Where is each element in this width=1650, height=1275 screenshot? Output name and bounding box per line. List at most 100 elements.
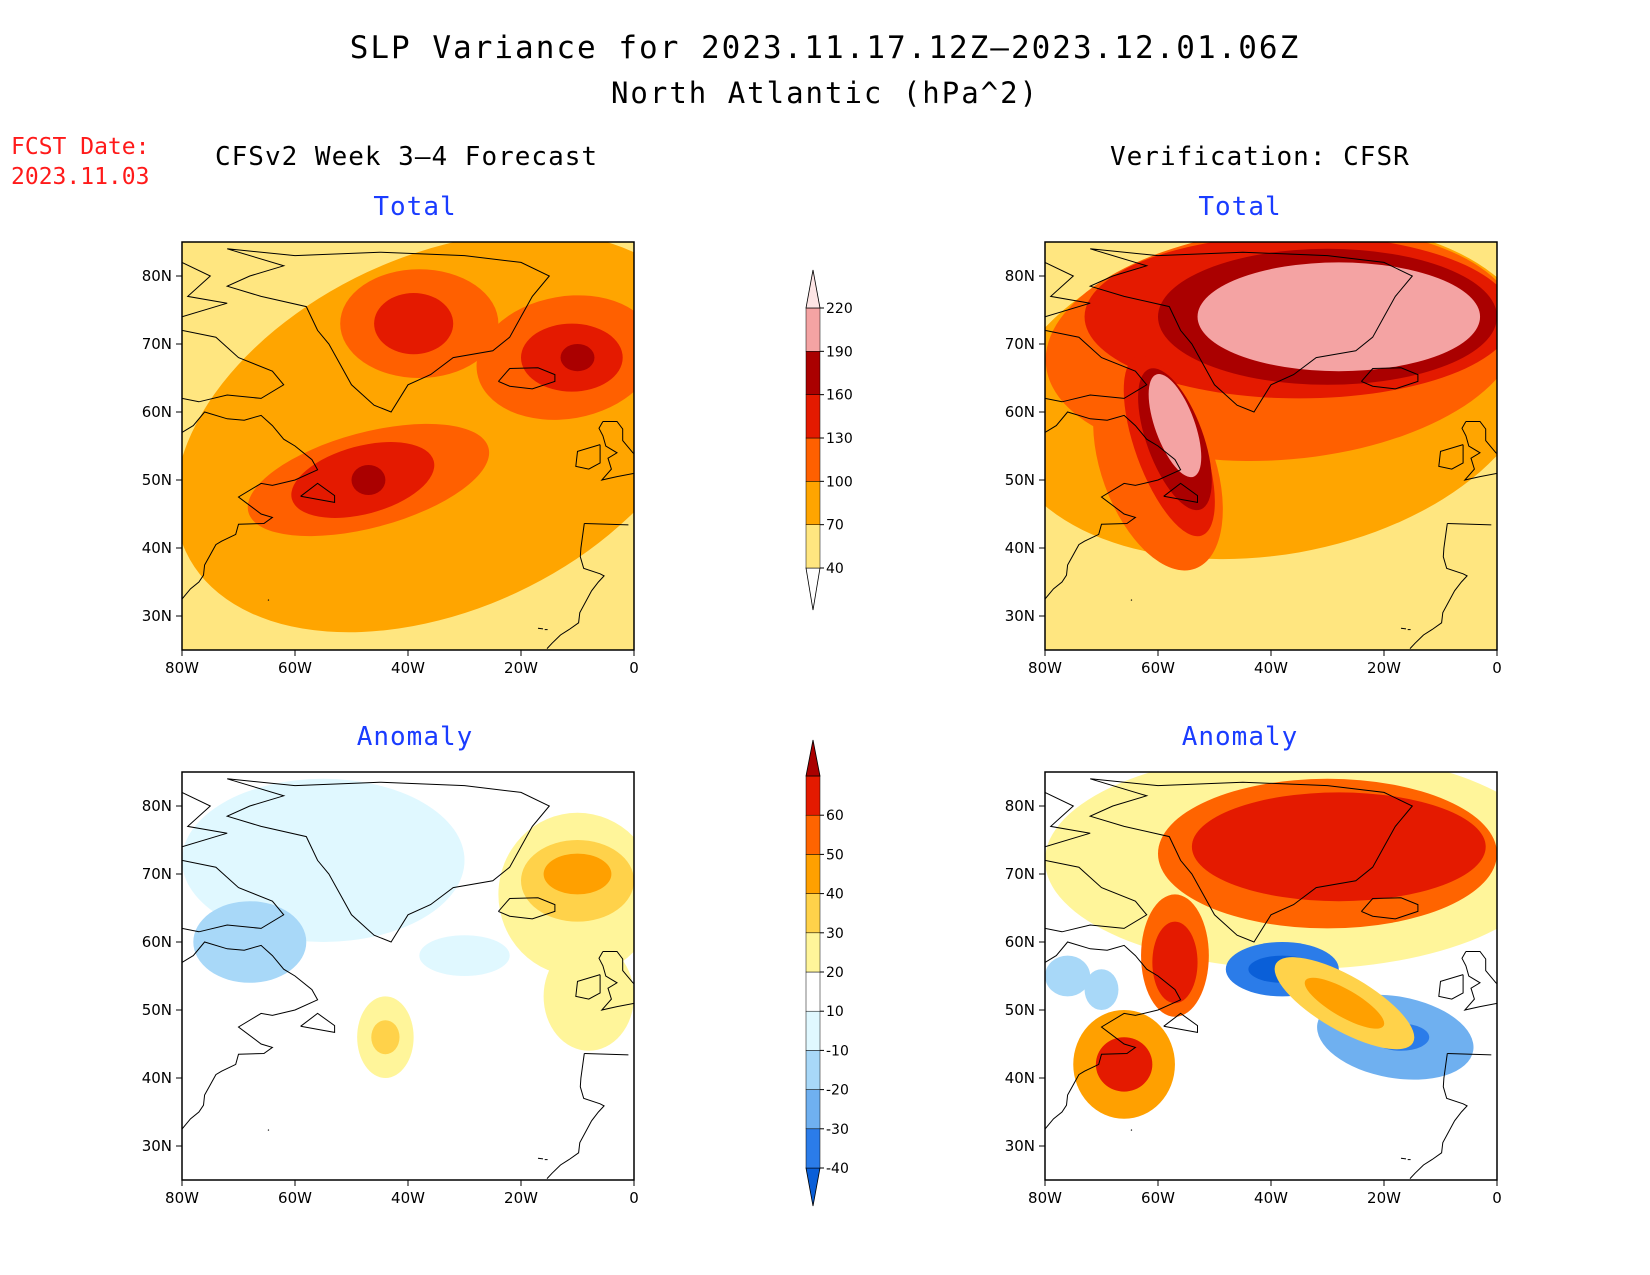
coastline: [1400, 1157, 1407, 1160]
contour-region: [182, 778, 465, 943]
forecast-total-title: Total: [373, 192, 457, 222]
forecast-column-title: CFSv2 Week 3–4 Forecast: [215, 142, 599, 172]
colorbar-segment: [805, 971, 821, 1012]
lat-tick-label: 70N: [142, 865, 172, 883]
lon-tick-label: 40W: [391, 1189, 425, 1207]
colorbar-segment: [805, 739, 821, 777]
colorbar-segment: [805, 1128, 821, 1169]
coastline: [225, 778, 551, 943]
coastline: [182, 791, 228, 848]
lon-tick-label: 60W: [278, 659, 312, 677]
coastline: [1438, 974, 1464, 1000]
colorbar-label: 160: [826, 388, 853, 404]
lon-tick-label: 40W: [391, 659, 425, 677]
coastline: [1400, 627, 1407, 630]
contour-region: [374, 293, 454, 355]
colorbar-segment: [805, 775, 821, 816]
coastline: [498, 897, 556, 920]
lon-tick-label: 20W: [504, 1189, 538, 1207]
coastline: [1409, 523, 1468, 649]
lat-tick-label: 60N: [1005, 403, 1035, 421]
colorbar-label: 20: [826, 965, 844, 981]
colorbar-segment: [805, 437, 821, 482]
colorbar-label: 60: [826, 808, 844, 824]
coastline: [1163, 1012, 1198, 1033]
contour-region: [1191, 792, 1486, 902]
colorbar-label: 40: [826, 561, 844, 577]
colorbar-total: 40 70 100 130 160 190 220: [805, 269, 853, 611]
lon-tick-label: 40W: [1254, 1189, 1288, 1207]
contour-region: [1084, 969, 1119, 1010]
coastline: [267, 1129, 270, 1131]
coastline: [182, 941, 319, 1130]
contour-region: [1148, 374, 1202, 478]
coastline: [598, 951, 634, 1011]
colorbar-segment: [805, 1050, 821, 1090]
colorbar-label: 220: [826, 301, 853, 317]
colorbar-segment: [805, 394, 821, 439]
colorbar-label: 50: [826, 847, 844, 863]
coastline: [1045, 261, 1091, 318]
forecast-anomaly-title: Anomaly: [356, 722, 474, 752]
coastline: [546, 1053, 605, 1179]
contour-region: [1095, 1037, 1153, 1092]
coastline: [1447, 1053, 1492, 1056]
coastline: [1045, 941, 1182, 1130]
colorbar-segment: [805, 524, 821, 569]
colorbar-segment: [805, 481, 821, 525]
coastline: [546, 523, 605, 649]
coastline: [1130, 599, 1133, 601]
lat-tick-label: 80N: [1005, 267, 1035, 285]
colorbar-segment: [805, 1010, 821, 1051]
fcst-date-label: FCST Date:: [11, 134, 150, 160]
coastline: [267, 599, 270, 601]
lon-tick-label: 80W: [1028, 659, 1062, 677]
lat-tick-label: 80N: [142, 797, 172, 815]
colorbar-label: 190: [826, 344, 853, 360]
lon-tick-label: 60W: [1141, 1189, 1175, 1207]
coastline: [1045, 411, 1182, 600]
coastline: [1088, 248, 1414, 413]
contour-region: [1045, 955, 1091, 997]
lat-tick-label: 70N: [142, 335, 172, 353]
coastline: [1461, 951, 1497, 1011]
lat-tick-label: 70N: [1005, 335, 1035, 353]
verification-column-title: Verification: CFSR: [1110, 142, 1410, 172]
lon-tick-label: 0: [1492, 659, 1502, 677]
coastline: [1163, 482, 1198, 503]
coastline: [1409, 1053, 1468, 1179]
contour-region: [371, 1020, 400, 1055]
contour-region: [543, 853, 612, 895]
coastline: [1088, 778, 1414, 943]
colorbar-label: -20: [826, 1083, 849, 1099]
lon-tick-label: 20W: [504, 659, 538, 677]
lat-tick-label: 40N: [142, 1069, 172, 1087]
lat-tick-label: 60N: [1005, 933, 1035, 951]
lat-tick-label: 50N: [142, 1001, 172, 1019]
verification-total-title: Total: [1198, 192, 1282, 222]
map-panel-forecast_anomaly: 80N 70N 60N 50N 40N 30N 80W 60W 40W 20W 0: [142, 771, 639, 1207]
lat-tick-label: 30N: [142, 1137, 172, 1155]
lat-tick-label: 60N: [142, 403, 172, 421]
colorbar-segment: [805, 1089, 821, 1130]
lon-tick-label: 60W: [278, 1189, 312, 1207]
lon-tick-label: 80W: [165, 1189, 199, 1207]
colorbar-label: 130: [826, 431, 853, 447]
colorbar-segment: [805, 269, 821, 309]
contour-region: [1152, 921, 1198, 1004]
colorbar-segment: [805, 814, 821, 855]
coastline: [584, 523, 629, 526]
coastline: [598, 421, 634, 481]
coastline: [1045, 859, 1148, 933]
contour-region: [419, 935, 510, 976]
colorbar-segment: [805, 567, 821, 611]
lat-tick-label: 70N: [1005, 865, 1035, 883]
coastline: [1447, 523, 1492, 526]
colorbar-segment: [805, 307, 821, 352]
lat-tick-label: 30N: [1005, 1137, 1035, 1155]
lat-tick-label: 40N: [1005, 1069, 1035, 1087]
lat-tick-label: 80N: [142, 267, 172, 285]
lat-tick-label: 60N: [142, 933, 172, 951]
lat-tick-label: 40N: [142, 539, 172, 557]
